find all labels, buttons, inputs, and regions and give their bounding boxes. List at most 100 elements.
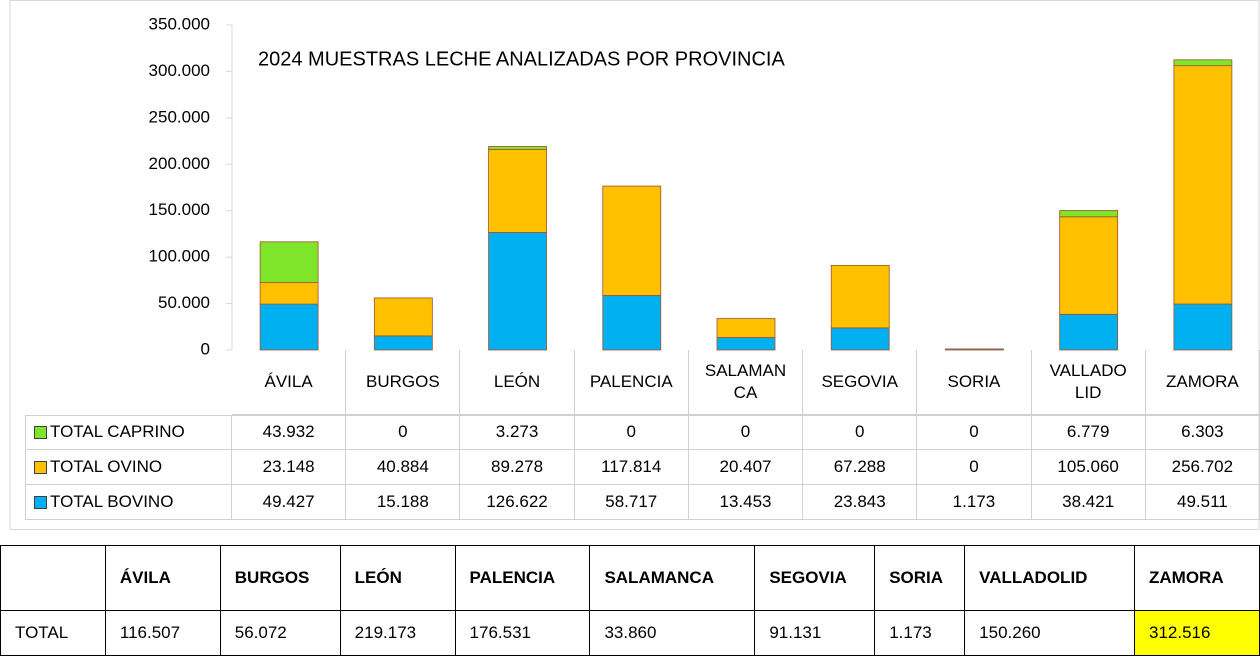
bar-segment <box>602 185 662 296</box>
category-label: SORIA <box>917 350 1032 415</box>
y-tick-label: 350.000 <box>149 14 210 33</box>
total-value: 56.072 <box>219 610 341 656</box>
bar-segment <box>1173 65 1233 305</box>
data-table-value: 6.779 <box>1031 415 1146 450</box>
bar-segment <box>373 335 433 351</box>
bar-segment <box>488 149 547 233</box>
data-table-value: 6.303 <box>1145 415 1260 450</box>
data-table-value: 38.421 <box>1031 485 1146 520</box>
totals-table: ÁVILA BURGOS LEÓN PALENCIA SALAMANCA SEGOVIA S… <box>0 545 1260 656</box>
category-label: BURGOS <box>346 350 461 415</box>
total-value: 219.173 <box>339 610 456 656</box>
legend-swatch <box>34 426 47 439</box>
y-tick-label: 200.000 <box>149 154 210 173</box>
bar-segment <box>716 318 776 338</box>
data-table-value: 0 <box>803 415 918 450</box>
data-table-value: 1.173 <box>917 485 1032 520</box>
total-value: 176.531 <box>454 610 591 656</box>
data-table-value: 3.273 <box>460 415 575 450</box>
data-table-value: 43.932 <box>232 415 347 450</box>
category-label: SALAMANCA <box>688 350 804 415</box>
column-header: LEÓN <box>339 545 456 611</box>
bar-segment <box>1059 313 1119 351</box>
data-table-value: 256.702 <box>1145 450 1260 485</box>
column-header: BURGOS <box>219 545 341 611</box>
data-table-value: 0 <box>917 415 1032 450</box>
data-table-value: 0 <box>574 415 689 450</box>
category-label: SEGOVIA <box>803 350 918 415</box>
total-row: TOTAL 116.507 56.072 219.173 176.531 33.860 91… <box>0 610 1260 656</box>
data-table-value: 105.060 <box>1031 450 1146 485</box>
total-value: 33.860 <box>589 610 756 656</box>
data-table-value: 67.288 <box>803 450 918 485</box>
y-tick-label: 150.000 <box>149 200 210 219</box>
bar-segment <box>602 295 662 351</box>
legend-entry: TOTAL CAPRINO <box>25 415 232 450</box>
bar-segment <box>830 327 890 351</box>
data-table-value: 0 <box>917 450 1032 485</box>
chart: 2024 MUESTRAS LECHE ANALIZADAS POR PROVI… <box>9 0 1260 530</box>
bar-segment <box>1173 303 1233 351</box>
bar-segment <box>1173 59 1233 67</box>
total-value: 150.260 <box>964 610 1136 656</box>
chart-border <box>9 0 1260 530</box>
category-label: VALLADOLID <box>1031 350 1146 415</box>
data-table-value: 13.453 <box>688 485 804 520</box>
column-header: VALLADOLID <box>964 545 1136 611</box>
bar-segment <box>830 264 890 329</box>
data-table-value: 23.148 <box>232 450 347 485</box>
y-tick-label: 300.000 <box>149 61 210 80</box>
data-table-value: 0 <box>688 415 804 450</box>
column-header: SORIA <box>874 545 966 611</box>
bar-segment <box>1059 210 1119 218</box>
bar-segment <box>488 232 547 351</box>
data-table-value: 15.188 <box>346 485 461 520</box>
corner-cell <box>0 545 106 611</box>
total-value: 116.507 <box>104 610 221 656</box>
data-table-value: 49.427 <box>232 485 347 520</box>
data-table-value: 49.511 <box>1145 485 1260 520</box>
y-tick-label: 50.000 <box>158 293 210 312</box>
legend-entry: TOTAL OVINO <box>25 450 232 485</box>
data-table-value: 20.407 <box>688 450 804 485</box>
header-row: ÁVILA BURGOS LEÓN PALENCIA SALAMANCA SEGOVIA S… <box>0 545 1260 611</box>
category-label: PALENCIA <box>574 350 689 415</box>
y-tick-label: 100.000 <box>149 247 210 266</box>
column-header: SALAMANCA <box>589 545 756 611</box>
total-value: 312.516 <box>1134 610 1260 656</box>
column-header: ÁVILA <box>104 545 221 611</box>
bar-segment <box>488 146 547 150</box>
data-table-value: 0 <box>346 415 461 450</box>
bar-segment <box>1059 216 1119 315</box>
category-label: LEÓN <box>460 350 575 415</box>
data-table-value: 126.622 <box>460 485 575 520</box>
legend-entry: TOTAL BOVINO <box>25 485 232 520</box>
bar-segment <box>945 348 1004 351</box>
category-label: ZAMORA <box>1145 350 1260 415</box>
total-value: 1.173 <box>874 610 966 656</box>
bar-segment <box>259 241 319 284</box>
total-value: 91.131 <box>754 610 876 656</box>
column-header: PALENCIA <box>454 545 591 611</box>
data-table-value: 58.717 <box>574 485 689 520</box>
data-table-value: 89.278 <box>460 450 575 485</box>
legend-label: TOTAL BOVINO <box>50 491 174 511</box>
legend-swatch <box>34 495 47 509</box>
category-label: ÁVILA <box>232 350 347 415</box>
legend-label: TOTAL OVINO <box>50 456 163 476</box>
y-tick-label: 0 <box>201 339 210 358</box>
column-header: SEGOVIA <box>754 545 876 611</box>
bar-segment <box>259 282 319 305</box>
data-table-value: 23.843 <box>803 485 918 520</box>
bar-segment <box>716 337 776 351</box>
column-header: ZAMORA <box>1134 545 1260 611</box>
bar-segment <box>373 297 433 337</box>
data-table-value: 40.884 <box>346 450 461 485</box>
legend-swatch <box>34 460 47 474</box>
legend-label: TOTAL CAPRINO <box>50 422 185 442</box>
chart-title: 2024 MUESTRAS LECHE ANALIZADAS POR PROVI… <box>258 48 785 70</box>
row-label: TOTAL <box>0 610 106 656</box>
bar-segment <box>259 303 319 351</box>
y-tick-label: 250.000 <box>149 107 210 126</box>
